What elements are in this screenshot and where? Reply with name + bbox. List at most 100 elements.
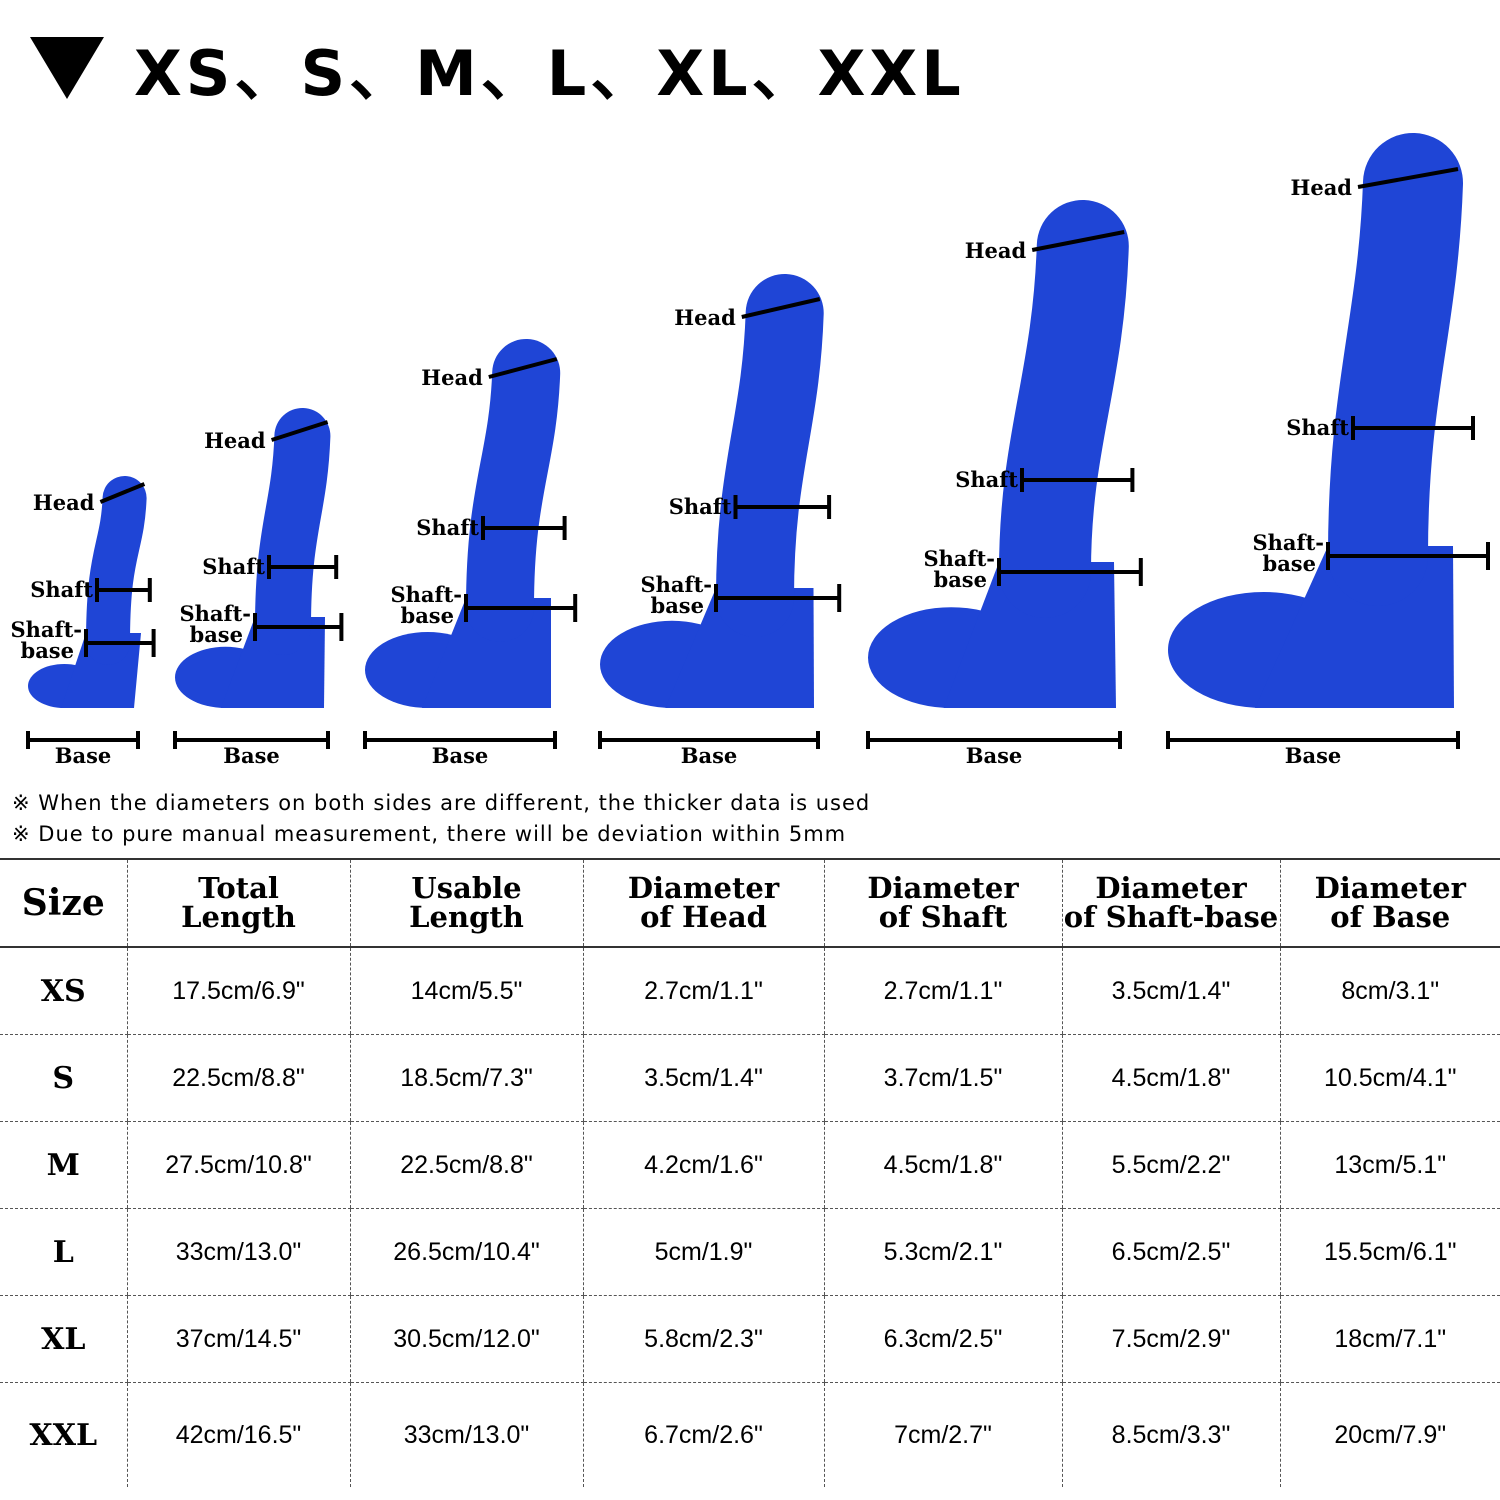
head-label: Head [421, 365, 483, 390]
measurement-cell: 20cm/7.9" [1279, 1382, 1500, 1487]
measurement-cell: 27.5cm/10.8" [126, 1121, 350, 1209]
column-header-line: Diameter [1095, 871, 1247, 905]
table-row: XS 17.5cm/6.9" 14cm/5.5" 2.7cm/1.1" 2.7cm/1.… [0, 947, 1500, 1035]
shaft-base-label: Shaft- [11, 617, 83, 642]
column-header-line: Total [198, 871, 279, 905]
base-label: Base [223, 743, 280, 768]
column-header: Diameter of Base [1279, 858, 1500, 948]
shaft-base-label: base [651, 593, 704, 618]
shaft-shape [86, 476, 147, 665]
head-label: Head [33, 490, 95, 515]
measurement-cell: 5.5cm/2.2" [1061, 1121, 1280, 1209]
note-diameter: ※ When the diameters on both sides are d… [12, 791, 871, 815]
base-label: Base [1285, 743, 1342, 768]
column-header-line: Usable [411, 871, 522, 905]
head-measure-line [270, 420, 329, 442]
measurement-cell: 3.7cm/1.5" [823, 1034, 1062, 1122]
measurement-cell: 18cm/7.1" [1279, 1295, 1500, 1383]
measurement-cell: 6.3cm/2.5" [823, 1295, 1062, 1383]
head-label: Head [674, 305, 736, 330]
shaft-shape [716, 274, 824, 637]
size-heading: XS、S、M、L、XL、XXL [30, 28, 965, 110]
table-row: XL 37cm/14.5" 30.5cm/12.0" 5.8cm/2.3" 6.3cm/… [0, 1295, 1500, 1383]
measurement-cell: 22.5cm/8.8" [349, 1121, 583, 1209]
shaft-base-label: base [21, 638, 74, 663]
head-measure-line [1357, 167, 1459, 189]
measurement-cell: 17.5cm/6.9" [126, 947, 350, 1035]
column-header: Usable Length [349, 858, 583, 948]
head-label: Head [1291, 175, 1353, 200]
measurement-cell: 5.8cm/2.3" [582, 1295, 824, 1383]
head-measure-line [488, 357, 558, 379]
base-label: Base [55, 743, 112, 768]
base-label: Base [681, 743, 738, 768]
size-comparison-illustration: Head Shaft Shaft-base Base Head Shaft Shaft-ba… [11, 133, 1490, 768]
shaft-label: Shaft [1286, 415, 1349, 440]
size-cell: L [0, 1208, 127, 1296]
measurement-cell: 5.3cm/2.1" [823, 1208, 1062, 1296]
table-row: S 22.5cm/8.8" 18.5cm/7.3" 3.5cm/1.4" 3.7cm/1… [0, 1034, 1500, 1122]
column-header-line: of Base [1330, 900, 1451, 934]
column-header: Total Length [126, 858, 350, 948]
head-measure-line [741, 297, 821, 319]
size-table: Size Total Length Usable Length Diameter of He… [0, 858, 1500, 1487]
measurement-cell: 2.7cm/1.1" [823, 947, 1062, 1035]
measurement-cell: 5cm/1.9" [582, 1208, 824, 1296]
column-header-line: Diameter [1314, 871, 1466, 905]
measurement-cell: 18.5cm/7.3" [349, 1034, 583, 1122]
size-cell: S [0, 1034, 127, 1122]
shaft-label: Shaft [955, 467, 1018, 492]
measurement-cell: 8cm/3.1" [1279, 947, 1500, 1035]
measurement-cell: 22.5cm/8.8" [126, 1034, 350, 1122]
measurement-cell: 26.5cm/10.4" [349, 1208, 583, 1296]
note-deviation: ※ Due to pure manual measurement, there … [12, 822, 847, 846]
table-header-row: Size Total Length Usable Length Diameter of He… [0, 858, 1500, 948]
table-row: XXL 42cm/16.5" 33cm/13.0" 6.7cm/2.6" 7cm/2.7… [0, 1382, 1500, 1487]
size-cell: XL [0, 1295, 127, 1383]
shaft-label: Shaft [416, 515, 479, 540]
measurement-cell: 6.5cm/2.5" [1061, 1208, 1280, 1296]
measurement-cell: 7cm/2.7" [823, 1382, 1062, 1487]
column-header-line: of Shaft [878, 900, 1008, 934]
shaft-label: Shaft [669, 494, 732, 519]
shaft-shape [1328, 133, 1463, 606]
measurement-cell: 3.5cm/1.4" [1061, 947, 1280, 1035]
shaft-base-label: Shaft- [924, 546, 996, 571]
measurement-cell: 7.5cm/2.9" [1061, 1295, 1280, 1383]
head-label: Head [965, 238, 1027, 263]
shaft-shape [466, 339, 561, 642]
size-cell: XXL [29, 1417, 98, 1453]
measurement-cell: 4.2cm/1.6" [582, 1121, 824, 1209]
size-list-title: XS、S、M、L、XL、XXL [134, 37, 965, 110]
base-label: Base [966, 743, 1023, 768]
shaft-label: Shaft [202, 554, 265, 579]
head-label: Head [204, 428, 266, 453]
table-row: M 27.5cm/10.8" 22.5cm/8.8" 4.2cm/1.6" 4.5cm/… [0, 1121, 1500, 1209]
shaft-base-label: Shaft- [391, 582, 463, 607]
table-row: L 33cm/13.0" 26.5cm/10.4" 5cm/1.9" 5.3cm/2.1… [0, 1208, 1500, 1296]
measurement-cell: 33cm/13.0" [349, 1382, 583, 1487]
column-header: Size [0, 858, 127, 948]
column-header-line: Length [409, 900, 524, 934]
measurement-cell: 42cm/16.5" [126, 1382, 350, 1487]
column-header-line: of Head [640, 900, 767, 934]
measurement-cell: 3.5cm/1.4" [582, 1034, 824, 1122]
shaft-shape [999, 200, 1129, 618]
column-header-line: Diameter [627, 871, 780, 905]
measurement-cell: 10.5cm/4.1" [1279, 1034, 1500, 1122]
shaft-base-label: base [1263, 551, 1316, 576]
shaft-base-label: base [401, 603, 454, 628]
column-header: Diameter of Head [582, 858, 824, 948]
column-header-line: Size [21, 881, 105, 924]
measurement-cell: 30.5cm/12.0" [349, 1295, 583, 1383]
measurement-cell: 6.7cm/2.6" [582, 1382, 824, 1487]
measurement-cell: 4.5cm/1.8" [1061, 1034, 1280, 1122]
measurement-cell: 37cm/14.5" [126, 1295, 350, 1383]
shaft-base-label: base [190, 622, 243, 647]
shaft-label: Shaft [30, 577, 93, 602]
triangle-down-icon [30, 37, 104, 99]
measurement-cell: 14cm/5.5" [349, 947, 583, 1035]
measurement-cell: 33cm/13.0" [126, 1208, 350, 1296]
measurement-cell: 8.5cm/3.3" [1061, 1382, 1280, 1487]
size-cell: XS [0, 947, 127, 1035]
